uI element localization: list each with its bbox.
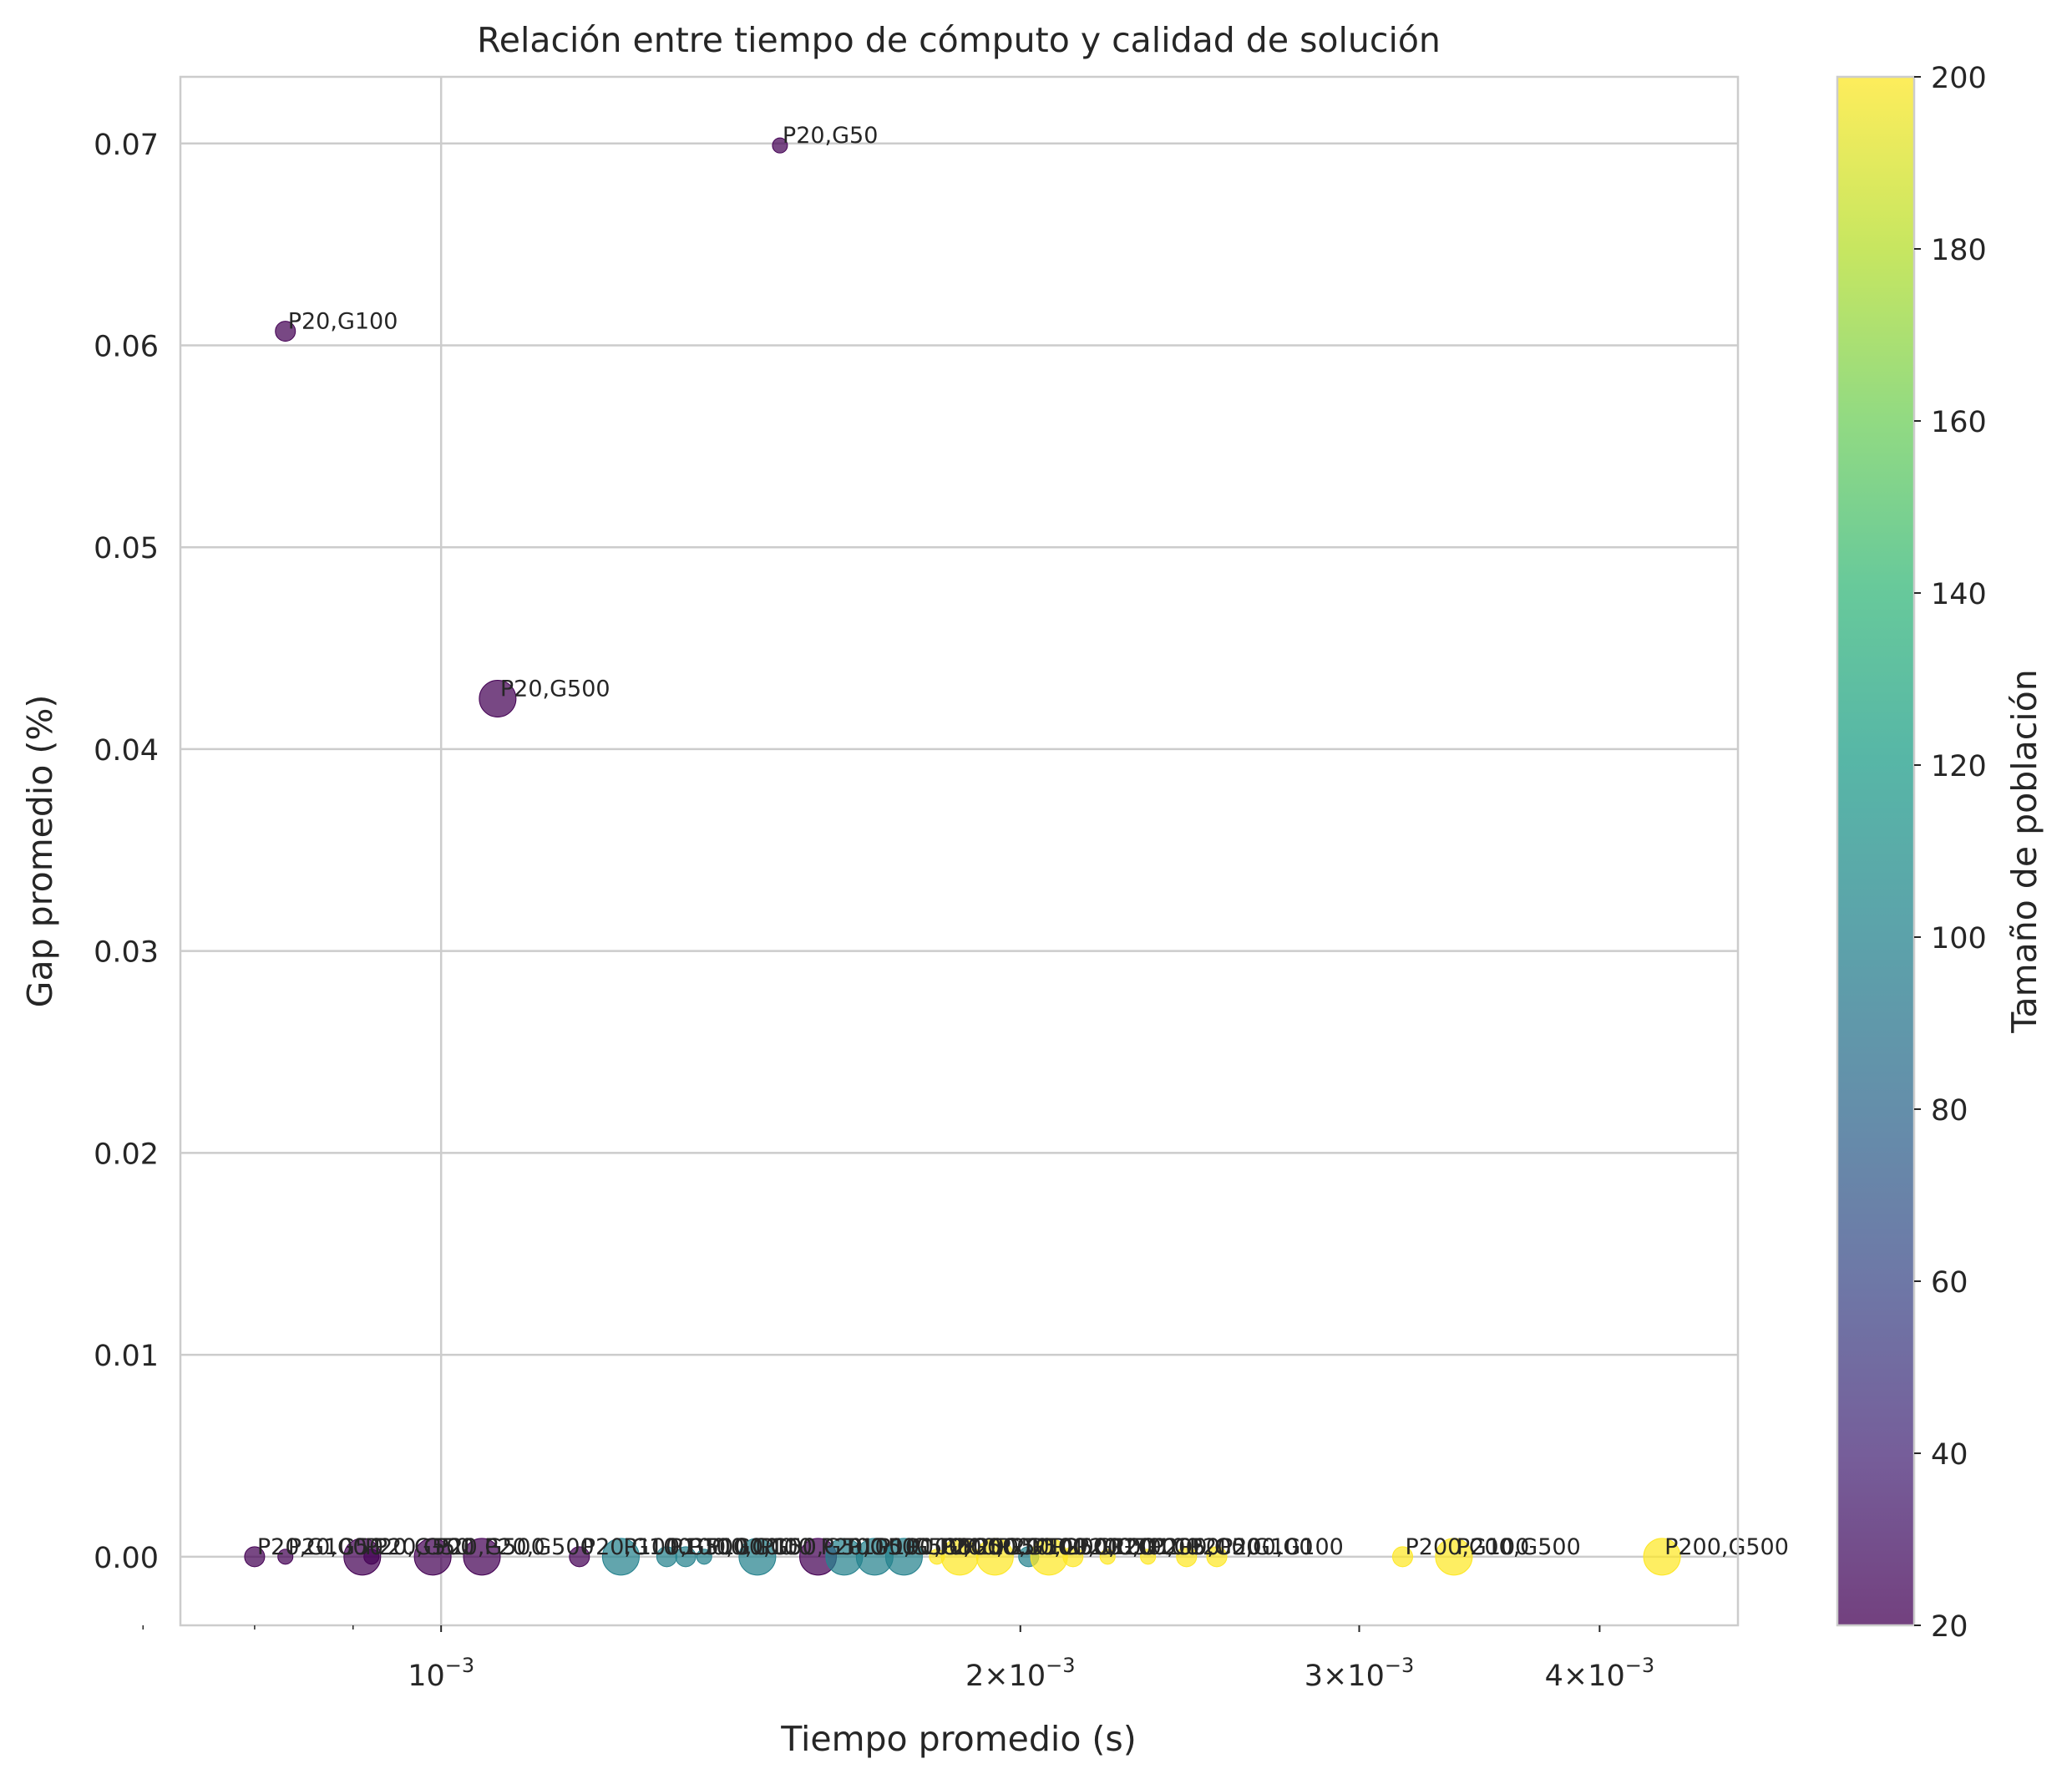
data-point-label: P200,G100 — [1076, 1534, 1200, 1560]
y-tick-label: 0.01 — [94, 1340, 159, 1373]
data-point — [1435, 1538, 1473, 1576]
data-point-label: P200,G100 — [1189, 1534, 1314, 1560]
y-tick-label: 0.06 — [94, 330, 159, 363]
data-point-label: P20,G50 — [288, 1534, 384, 1560]
colorbar-tick-label: 20 — [1931, 1610, 1968, 1644]
data-point-label: P200,G500 — [962, 1534, 1087, 1560]
data-point-label: P100,G100 — [688, 1534, 813, 1560]
data-point — [1206, 1546, 1228, 1568]
chart-title: Relación entre tiempo de cómputo y calid… — [477, 20, 1441, 60]
colorbar-frame — [1836, 75, 1916, 1627]
point-labels: P20,G50P20,G100P20,G500P20,G100P20,G50P2… — [257, 123, 1789, 1560]
data-point — [1643, 1538, 1681, 1576]
data-point — [696, 1548, 712, 1565]
y-tick-label: 0.02 — [94, 1138, 159, 1171]
data-point-label: P100,G100 — [1031, 1534, 1156, 1560]
x-tick-label: 2×10−3 — [965, 1654, 1076, 1693]
colorbar-tick-label: 140 — [1931, 578, 1987, 611]
data-point-label: P100,G500 — [847, 1534, 971, 1560]
data-point-label: P100,G500 — [760, 1534, 884, 1560]
data-point-label: P20,G100 — [582, 1534, 692, 1560]
data-point — [1176, 1546, 1198, 1568]
data-point — [975, 1538, 1014, 1576]
data-point — [569, 1546, 590, 1568]
data-point-label: P100,G500 — [623, 1534, 747, 1560]
data-point — [884, 1538, 923, 1576]
colorbar-label: Tamaño de población — [2004, 669, 2044, 1034]
data-points — [244, 137, 1681, 1576]
colorbar-gradient — [1837, 77, 1914, 1625]
data-point — [772, 137, 788, 154]
data-point-label: P200,G50 — [940, 1534, 1050, 1560]
colorbar-ticks: 20 40 60 80 100 120 140 160 180 200 — [1914, 62, 1987, 1644]
data-point-label: P200,G100 — [1406, 1534, 1530, 1560]
data-point-label: P200,G100 — [1219, 1534, 1344, 1560]
y-tick-label: 0.07 — [94, 129, 159, 162]
colorbar-tick-label: 100 — [1931, 922, 1987, 955]
colorbar-tick-label: 60 — [1931, 1266, 1968, 1300]
data-point — [479, 680, 517, 718]
data-point — [1140, 1548, 1157, 1565]
data-point-label: P20,G50 — [783, 123, 879, 149]
data-point — [675, 1546, 697, 1568]
y-tick-label: 0.03 — [94, 936, 159, 970]
data-point-label: P20,G500 — [500, 677, 610, 702]
data-point — [275, 321, 296, 342]
plot-frame — [179, 75, 1740, 1627]
colorbar-tick-label: 40 — [1931, 1438, 1968, 1472]
data-point-label: P100,G500 — [877, 1534, 1001, 1560]
data-point — [1099, 1548, 1116, 1565]
y-tick-label: 0.00 — [94, 1542, 159, 1575]
colorbar-tick-label: 80 — [1931, 1094, 1968, 1128]
plot-area: P20,G50P20,G100P20,G500P20,G100P20,G50P2… — [179, 75, 1789, 1627]
y-axis-label: Gap promedio (%) — [20, 695, 60, 1008]
data-point — [601, 1538, 640, 1576]
data-point — [413, 1538, 452, 1576]
data-point-label: P200,G500 — [1664, 1534, 1789, 1560]
y-axis-ticks: 0.00 0.01 0.02 0.03 0.04 0.05 0.06 0.07 — [94, 129, 159, 1575]
data-point-label: P20,G100 — [288, 309, 398, 335]
data-point — [244, 1546, 266, 1568]
data-point — [277, 1548, 294, 1565]
x-axis-label: Tiempo promedio (s) — [780, 1719, 1137, 1759]
data-point-label: P20,G100 — [257, 1534, 367, 1560]
colorbar-tick-label: 180 — [1931, 234, 1987, 267]
data-point-label: P20,G500 — [821, 1534, 931, 1560]
data-point-label: P100,G50 — [707, 1534, 817, 1560]
x-axis-ticks: 10−3 2×10−3 3×10−3 4×10−3 — [142, 1625, 1654, 1693]
data-point-label: P20,G500 — [484, 1534, 595, 1560]
data-point-label: P100,G100 — [669, 1534, 793, 1560]
data-point — [1062, 1546, 1084, 1568]
plot-background — [180, 77, 1738, 1625]
data-point — [1392, 1546, 1414, 1568]
data-point-label: P20,G500 — [365, 1534, 475, 1560]
data-point-label: P200,G500 — [1456, 1534, 1581, 1560]
data-point — [738, 1538, 777, 1576]
data-point-label: P200,G50 — [1110, 1534, 1220, 1560]
colorbar: 20 40 60 80 100 120 140 160 180 200 Tamaño de pob… — [1836, 62, 2044, 1644]
data-point — [343, 1538, 382, 1576]
colorbar-tick-label: 200 — [1931, 62, 1987, 95]
data-point-label: P20,G50 — [374, 1534, 469, 1560]
colorbar-tick-label: 160 — [1931, 406, 1987, 439]
data-point-label: P200,G500 — [1051, 1534, 1176, 1560]
colorbar-tick-label: 120 — [1931, 750, 1987, 783]
y-tick-label: 0.04 — [94, 734, 159, 768]
data-point-label: P20,G500 — [435, 1534, 545, 1560]
data-point-label: P200,G50 — [1151, 1534, 1261, 1560]
data-point-label: P100,G500 — [906, 1534, 1031, 1560]
y-tick-label: 0.05 — [94, 532, 159, 565]
data-point — [463, 1538, 501, 1576]
data-point-label: P200,G500 — [997, 1534, 1122, 1560]
